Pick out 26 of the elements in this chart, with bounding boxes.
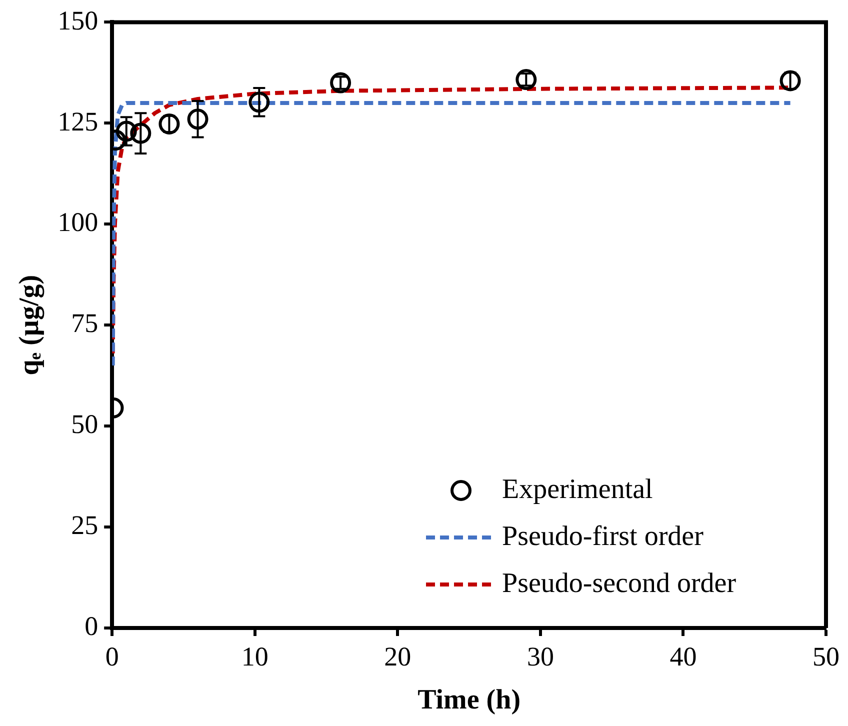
point (116, 120, 137, 142)
y-tick-label: 75 (71, 308, 98, 338)
point (330, 72, 352, 94)
x-tick-label: 0 (105, 641, 119, 672)
y-tick-label: 25 (71, 510, 98, 540)
y-tick-label: 125 (58, 106, 98, 136)
x-axis-title: Time (h) (418, 684, 521, 716)
x-tick-label: 50 (812, 641, 840, 672)
point (248, 92, 270, 113)
y-tick-label: 150 (58, 5, 98, 36)
y-tick-label: 50 (71, 409, 98, 440)
y-tick-label: 100 (58, 207, 98, 238)
y-axis-title: qₑ (µg/g) (14, 274, 46, 376)
y-tick-label: 0 (84, 611, 98, 642)
point (187, 108, 208, 130)
x-tick-label: 30 (526, 641, 554, 672)
legend-label: Pseudo-second order (502, 568, 737, 599)
legend-label: Pseudo-first order (502, 520, 704, 552)
point (130, 122, 152, 144)
x-tick-label: 10 (241, 641, 268, 672)
point (516, 69, 537, 90)
point (780, 70, 801, 92)
x-tick-label: 20 (384, 641, 412, 672)
point (158, 113, 180, 134)
x-tick-label: 40 (670, 641, 697, 672)
legend-label: Experimental (502, 474, 654, 505)
